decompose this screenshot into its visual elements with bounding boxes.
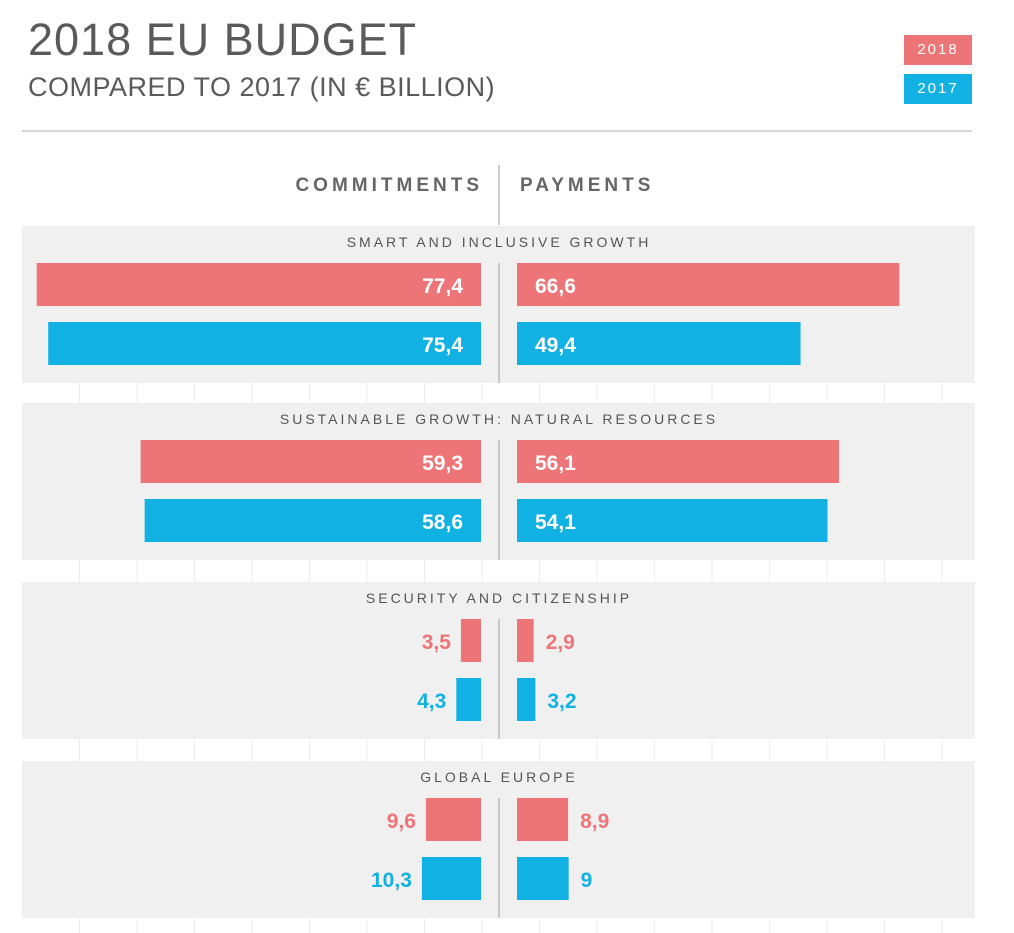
value-label-commitments-2017: 75,4 [422,334,463,357]
page-subtitle: COMPARED TO 2017 (IN € BILLION) [28,72,496,102]
value-label-payments-2018: 2,9 [546,631,575,654]
value-label-payments-2017: 9 [581,869,593,892]
value-label-commitments-2017: 58,6 [422,511,463,534]
legend-2018: 2018 [904,35,972,65]
bar-payments-2017 [517,322,801,365]
header-divider [22,130,972,132]
bar-commitments-2017 [456,678,481,721]
column-header-payments: PAYMENTS [520,175,655,196]
bar-commitments-2017 [48,322,481,365]
legend-2017: 2017 [904,74,972,104]
value-label-commitments-2018: 3,5 [422,631,452,654]
column-header-commitments: COMMITMENTS [295,175,483,196]
value-label-commitments-2018: 9,6 [387,810,416,833]
bar-commitments-2018 [140,440,482,483]
page-title: 2018 EU BUDGET [28,14,418,65]
value-label-payments-2017: 3,2 [547,690,576,713]
bar-commitments-2017 [421,857,481,900]
bar-commitments-2018 [425,798,481,841]
bar-payments-2018 [517,619,534,662]
center-divider [498,165,500,225]
value-label-payments-2018: 66,6 [535,275,576,298]
bar-payments-2018 [517,798,569,841]
value-label-commitments-2018: 77,4 [422,275,463,298]
bar-commitments-2018 [36,263,481,306]
value-label-payments-2017: 54,1 [535,511,576,534]
bar-payments-2018 [517,263,900,306]
category-label: SECURITY AND CITIZENSHIP [366,590,632,606]
value-label-commitments-2018: 59,3 [422,452,463,475]
category-label: GLOBAL EUROPE [420,769,578,785]
value-label-payments-2017: 49,4 [535,334,576,357]
category-label: SUSTAINABLE GROWTH: NATURAL RESOURCES [280,411,718,427]
bar-payments-2018 [517,440,840,483]
bar-commitments-2018 [460,619,481,662]
bar-commitments-2017 [144,499,482,542]
bar-payments-2017 [517,678,536,721]
value-label-commitments-2017: 10,3 [371,869,412,892]
value-label-payments-2018: 8,9 [580,810,609,833]
value-label-payments-2018: 56,1 [535,452,576,475]
bar-payments-2017 [517,499,828,542]
bar-payments-2017 [517,857,569,900]
category-label: SMART AND INCLUSIVE GROWTH [347,234,652,250]
value-label-commitments-2017: 4,3 [417,690,446,713]
